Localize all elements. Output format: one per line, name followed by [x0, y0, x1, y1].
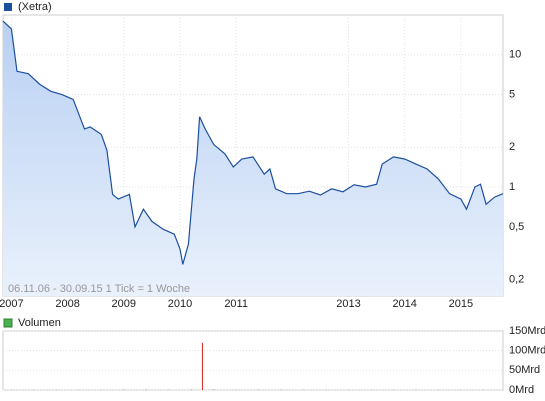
x-tick-label: 2013 [336, 298, 360, 310]
volume-bar [201, 342, 203, 390]
legend-label: (Xetra) [18, 1, 52, 13]
y-tick-label: 10 [509, 49, 521, 61]
y-tick-label: 0,2 [509, 273, 524, 285]
area-fill [3, 21, 503, 296]
price-line [2, 20, 504, 265]
y-tick-label: 5 [509, 89, 515, 101]
legend-swatch [3, 318, 13, 328]
y-tick-label: 0Mrd [509, 384, 534, 396]
annotation: 06.11.06 - 30.09.15 1 Tick = 1 Woche [8, 283, 190, 295]
volume-bar [123, 389, 125, 390]
y-tick-label: 50Mrd [509, 364, 540, 376]
volume-bar [190, 389, 192, 390]
volume-bar [213, 389, 215, 390]
y-tick-label: 100Mrd [509, 345, 545, 357]
y-tick-label: 0,5 [509, 221, 524, 233]
y-tick-label: 1 [509, 181, 515, 193]
x-tick-label: 2015 [449, 298, 473, 310]
legend-swatch [4, 3, 12, 11]
y-tick-label: 150Mrd [509, 325, 545, 337]
x-tick-label: 2009 [112, 298, 136, 310]
volume-bar [145, 389, 147, 390]
x-tick-label: 2007 [0, 298, 24, 310]
volume-frame [2, 330, 504, 391]
legend-label: Volumen [18, 317, 61, 329]
x-tick-label: 2014 [392, 298, 416, 310]
x-tick-label: 2010 [168, 298, 192, 310]
x-tick-label: 2008 [55, 298, 79, 310]
y-tick-label: 2 [509, 141, 515, 153]
x-tick-label: 2011 [224, 298, 248, 310]
